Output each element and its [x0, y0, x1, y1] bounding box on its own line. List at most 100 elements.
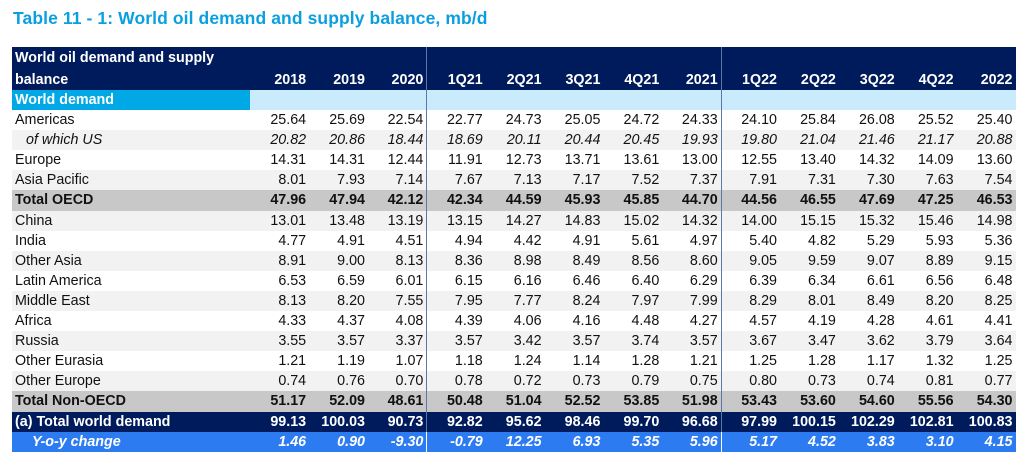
header-row-1: World oil demand and supply: [12, 47, 1016, 69]
value-cell: 15.32: [838, 210, 898, 231]
section-cell: [897, 90, 957, 111]
value-cell: 3.64: [956, 331, 1016, 352]
value-cell: 8.98: [485, 250, 545, 271]
value-cell: 45.93: [544, 190, 604, 211]
value-cell: 3.57: [544, 331, 604, 352]
value-cell: 0.78: [426, 371, 486, 392]
value-cell: 20.44: [544, 130, 604, 151]
value-cell: 20.45: [603, 130, 663, 151]
section-cell: [544, 90, 604, 111]
header-row-2: balance 2018 2019 2020 1Q21 2Q21 3Q21 4Q21 2021…: [12, 69, 1016, 90]
value-cell: 98.46: [544, 411, 604, 432]
value-cell: 24.73: [485, 110, 545, 131]
value-cell: 4.48: [603, 311, 663, 332]
value-cell: 47.94: [309, 190, 368, 211]
value-cell: 5.35: [603, 431, 663, 452]
table-row: Y-o-y change 1.46 0.90 -9.30 -0.79 12.25 6.93 5…: [12, 431, 1016, 452]
value-cell: 7.13: [485, 170, 545, 191]
value-cell: 44.59: [485, 190, 545, 211]
value-cell: 6.53: [250, 270, 310, 291]
value-cell: 15.46: [897, 210, 957, 231]
value-cell: 0.79: [603, 371, 663, 392]
row-label: India: [12, 230, 251, 251]
row-label: Other Eurasia: [12, 351, 251, 372]
value-cell: 99.70: [603, 411, 663, 432]
value-cell: 9.00: [309, 250, 368, 271]
table-row: Latin America 6.53 6.59 6.01 6.15 6.16 6.46 6.4…: [12, 270, 1016, 291]
value-cell: 42.12: [368, 190, 428, 211]
value-cell: 25.40: [956, 110, 1016, 131]
value-cell: 7.99: [662, 290, 722, 312]
value-cell: 1.46: [250, 431, 310, 452]
value-cell: 15.02: [603, 210, 663, 231]
row-label: Latin America: [12, 270, 251, 291]
section-cell: [956, 90, 1016, 111]
header-label-line2: balance: [12, 69, 251, 90]
value-cell: 6.34: [780, 270, 839, 291]
value-cell: 0.73: [544, 371, 604, 392]
value-cell: 5.29: [838, 230, 898, 251]
row-label: (a) Total world demand: [12, 411, 251, 432]
value-cell: 5.61: [603, 230, 663, 251]
value-cell: 5.93: [897, 230, 957, 251]
section-cell: [721, 90, 781, 111]
value-cell: 3.10: [897, 431, 957, 452]
table-row: (a) Total world demand 99.13 100.03 90.73 92…: [12, 411, 1016, 432]
oil-balance-table: World oil demand and supply balance 2018…: [12, 47, 1016, 452]
value-cell: 99.13: [250, 411, 310, 432]
value-cell: 6.39: [721, 270, 781, 291]
value-cell: 7.77: [485, 290, 545, 312]
table-row: China 13.01 13.48 13.19 13.15 14.27 14.83 15.02…: [12, 210, 1016, 231]
table-row: Other Asia 8.91 9.00 8.13 8.36 8.98 8.49 8.56 8.…: [12, 250, 1016, 271]
value-cell: 4.91: [309, 230, 368, 251]
value-cell: 12.44: [368, 150, 428, 171]
table-row: India 4.77 4.91 4.51 4.94 4.42 4.91 5.61 4.97 5.4…: [12, 230, 1016, 251]
value-cell: 4.52: [780, 431, 839, 452]
row-label: Russia: [12, 331, 251, 352]
value-cell: 4.28: [838, 311, 898, 332]
value-cell: 21.46: [838, 130, 898, 151]
value-cell: 45.85: [603, 190, 663, 211]
value-cell: 8.49: [838, 290, 898, 312]
section-cell: [838, 90, 898, 111]
section-label: World demand: [12, 90, 251, 111]
row-label: Middle East: [12, 290, 251, 312]
row-label: Africa: [12, 311, 251, 332]
value-cell: 25.64: [250, 110, 310, 131]
value-cell: 13.60: [956, 150, 1016, 171]
value-cell: 0.75: [662, 371, 722, 392]
value-cell: 48.61: [368, 391, 428, 412]
value-cell: 53.85: [603, 391, 663, 412]
value-cell: 44.70: [662, 190, 722, 211]
value-cell: 7.97: [603, 290, 663, 312]
value-cell: 14.98: [956, 210, 1016, 231]
value-cell: -0.79: [426, 431, 486, 452]
value-cell: 7.91: [721, 170, 781, 191]
value-cell: 92.82: [426, 411, 486, 432]
value-cell: 6.61: [838, 270, 898, 291]
table-row: Africa 4.33 4.37 4.08 4.39 4.06 4.16 4.48 4.27 4.…: [12, 311, 1016, 332]
row-label: Asia Pacific: [12, 170, 251, 191]
value-cell: 20.11: [485, 130, 545, 151]
value-cell: 8.01: [780, 290, 839, 312]
value-cell: 50.48: [426, 391, 486, 412]
value-cell: 6.40: [603, 270, 663, 291]
value-cell: 52.52: [544, 391, 604, 412]
value-cell: 26.08: [838, 110, 898, 131]
value-cell: 6.48: [956, 270, 1016, 291]
table-row: Asia Pacific 8.01 7.93 7.14 7.67 7.13 7.17 7.52…: [12, 170, 1016, 191]
value-cell: 100.83: [956, 411, 1016, 432]
value-cell: 12.73: [485, 150, 545, 171]
value-cell: 25.84: [780, 110, 839, 131]
value-cell: 25.05: [544, 110, 604, 131]
value-cell: 1.19: [309, 351, 368, 372]
value-cell: 51.98: [662, 391, 722, 412]
value-cell: 100.15: [780, 411, 839, 432]
section-cell: [426, 90, 486, 111]
value-cell: 102.29: [838, 411, 898, 432]
section-cell: [309, 90, 368, 111]
value-cell: 14.31: [250, 150, 310, 171]
column-header: 2020: [368, 69, 428, 90]
value-cell: 14.31: [309, 150, 368, 171]
value-cell: 53.60: [780, 391, 839, 412]
